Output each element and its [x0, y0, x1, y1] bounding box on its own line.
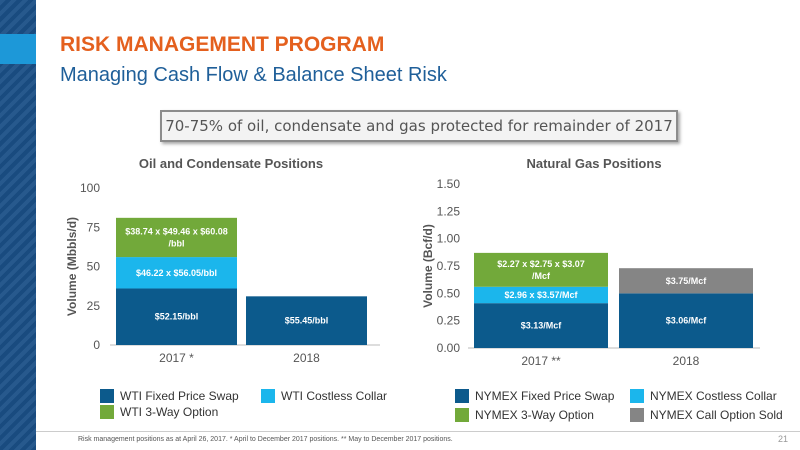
side-stripe: [0, 0, 36, 450]
legend-label: NYMEX Costless Collar: [650, 389, 777, 403]
page-number: 21: [778, 434, 789, 444]
y-tick-label: 0.50: [437, 286, 461, 300]
bar-segment: [474, 303, 608, 348]
bar-segment: [474, 252, 608, 287]
y-tick-label: 1.50: [437, 177, 461, 191]
data-label: $38.74 x $49.46 x $60.08/bbl: [125, 226, 228, 248]
x-tick-label: 2018: [293, 351, 320, 365]
y-tick-label: 25: [87, 299, 101, 313]
y-tick-label: 0: [93, 338, 100, 352]
data-label: $2.27 x $2.75 x $3.07/Mcf: [497, 259, 585, 281]
legend-swatch: [455, 389, 469, 403]
x-tick-label: 2018: [673, 354, 700, 368]
data-label: $3.06/Mcf: [666, 316, 708, 326]
legend-item-wti-fixed: WTI Fixed Price Swap: [100, 389, 239, 403]
legend-label: NYMEX 3-Way Option: [475, 408, 594, 422]
page-subtitle: Managing Cash Flow & Balance Sheet Risk: [60, 64, 447, 86]
legend-item-nymex-fixed: NYMEX Fixed Price Swap: [455, 389, 614, 403]
y-tick-label: 50: [87, 260, 101, 274]
bar-segment: [619, 268, 753, 294]
legend-swatch: [100, 389, 114, 403]
legend-swatch: [261, 389, 275, 403]
legend-item-nymex-collar: NYMEX Costless Collar: [630, 389, 777, 403]
legend-label: WTI Fixed Price Swap: [120, 389, 239, 403]
legend-item-wti-3way: WTI 3-Way Option: [100, 405, 218, 419]
legend-swatch: [455, 408, 469, 422]
callout-box: 70-75% of oil, condensate and gas protec…: [160, 110, 678, 142]
footer-divider: [36, 431, 800, 432]
legend-label: NYMEX Fixed Price Swap: [475, 389, 615, 403]
data-label: $3.75/Mcf: [666, 276, 708, 286]
page-title: RISK MANAGEMENT PROGRAM: [60, 33, 385, 56]
legend-item-wti-collar: WTI Costless Collar: [261, 389, 387, 403]
y-tick-label: 100: [80, 181, 100, 195]
side-stripe-accent: [0, 34, 36, 64]
legend-swatch: [630, 408, 644, 422]
bar-segment: [116, 257, 237, 289]
y-tick-label: 75: [87, 220, 101, 234]
legend-item-nymex-3way: NYMEX 3-Way Option: [455, 408, 594, 422]
bar-segment: [116, 217, 237, 258]
footnote: Risk management positions as at April 26…: [78, 436, 453, 443]
bar-segment: [246, 296, 367, 345]
data-label: $2.96 x $3.57/Mcf: [504, 290, 578, 300]
legend-label: WTI 3-Way Option: [120, 405, 219, 419]
legend-label: WTI Costless Collar: [281, 389, 388, 403]
y-tick-label: 0.75: [437, 259, 461, 273]
y-tick-label: 1.00: [437, 232, 461, 246]
x-tick-label: 2017 *: [159, 351, 194, 365]
data-label: $3.13/Mcf: [521, 321, 563, 331]
chart-title: Oil and Condensate Positions: [139, 156, 323, 171]
chart-title: Natural Gas Positions: [526, 156, 661, 171]
y-axis-label: Volume (Mbbls/d): [65, 217, 79, 316]
y-tick-label: 1.25: [437, 204, 461, 218]
y-tick-label: 0.25: [437, 314, 461, 328]
y-axis-label: Volume (Bcf/d): [421, 224, 435, 308]
bar-segment: [116, 288, 237, 345]
bar-segment: [619, 293, 753, 348]
data-label: $52.15/bbl: [155, 312, 199, 322]
legend-swatch: [630, 389, 644, 403]
legend-label: NYMEX Call Option Sold: [650, 408, 783, 422]
y-tick-label: 0.00: [437, 341, 461, 355]
legend-item-nymex-call: NYMEX Call Option Sold: [630, 408, 783, 422]
legend-swatch: [100, 405, 114, 419]
data-label: $55.45/bbl: [285, 316, 329, 326]
data-label: $46.22 x $56.05/bbl: [136, 268, 217, 278]
bar-segment: [474, 286, 608, 304]
x-tick-label: 2017 **: [521, 354, 561, 368]
